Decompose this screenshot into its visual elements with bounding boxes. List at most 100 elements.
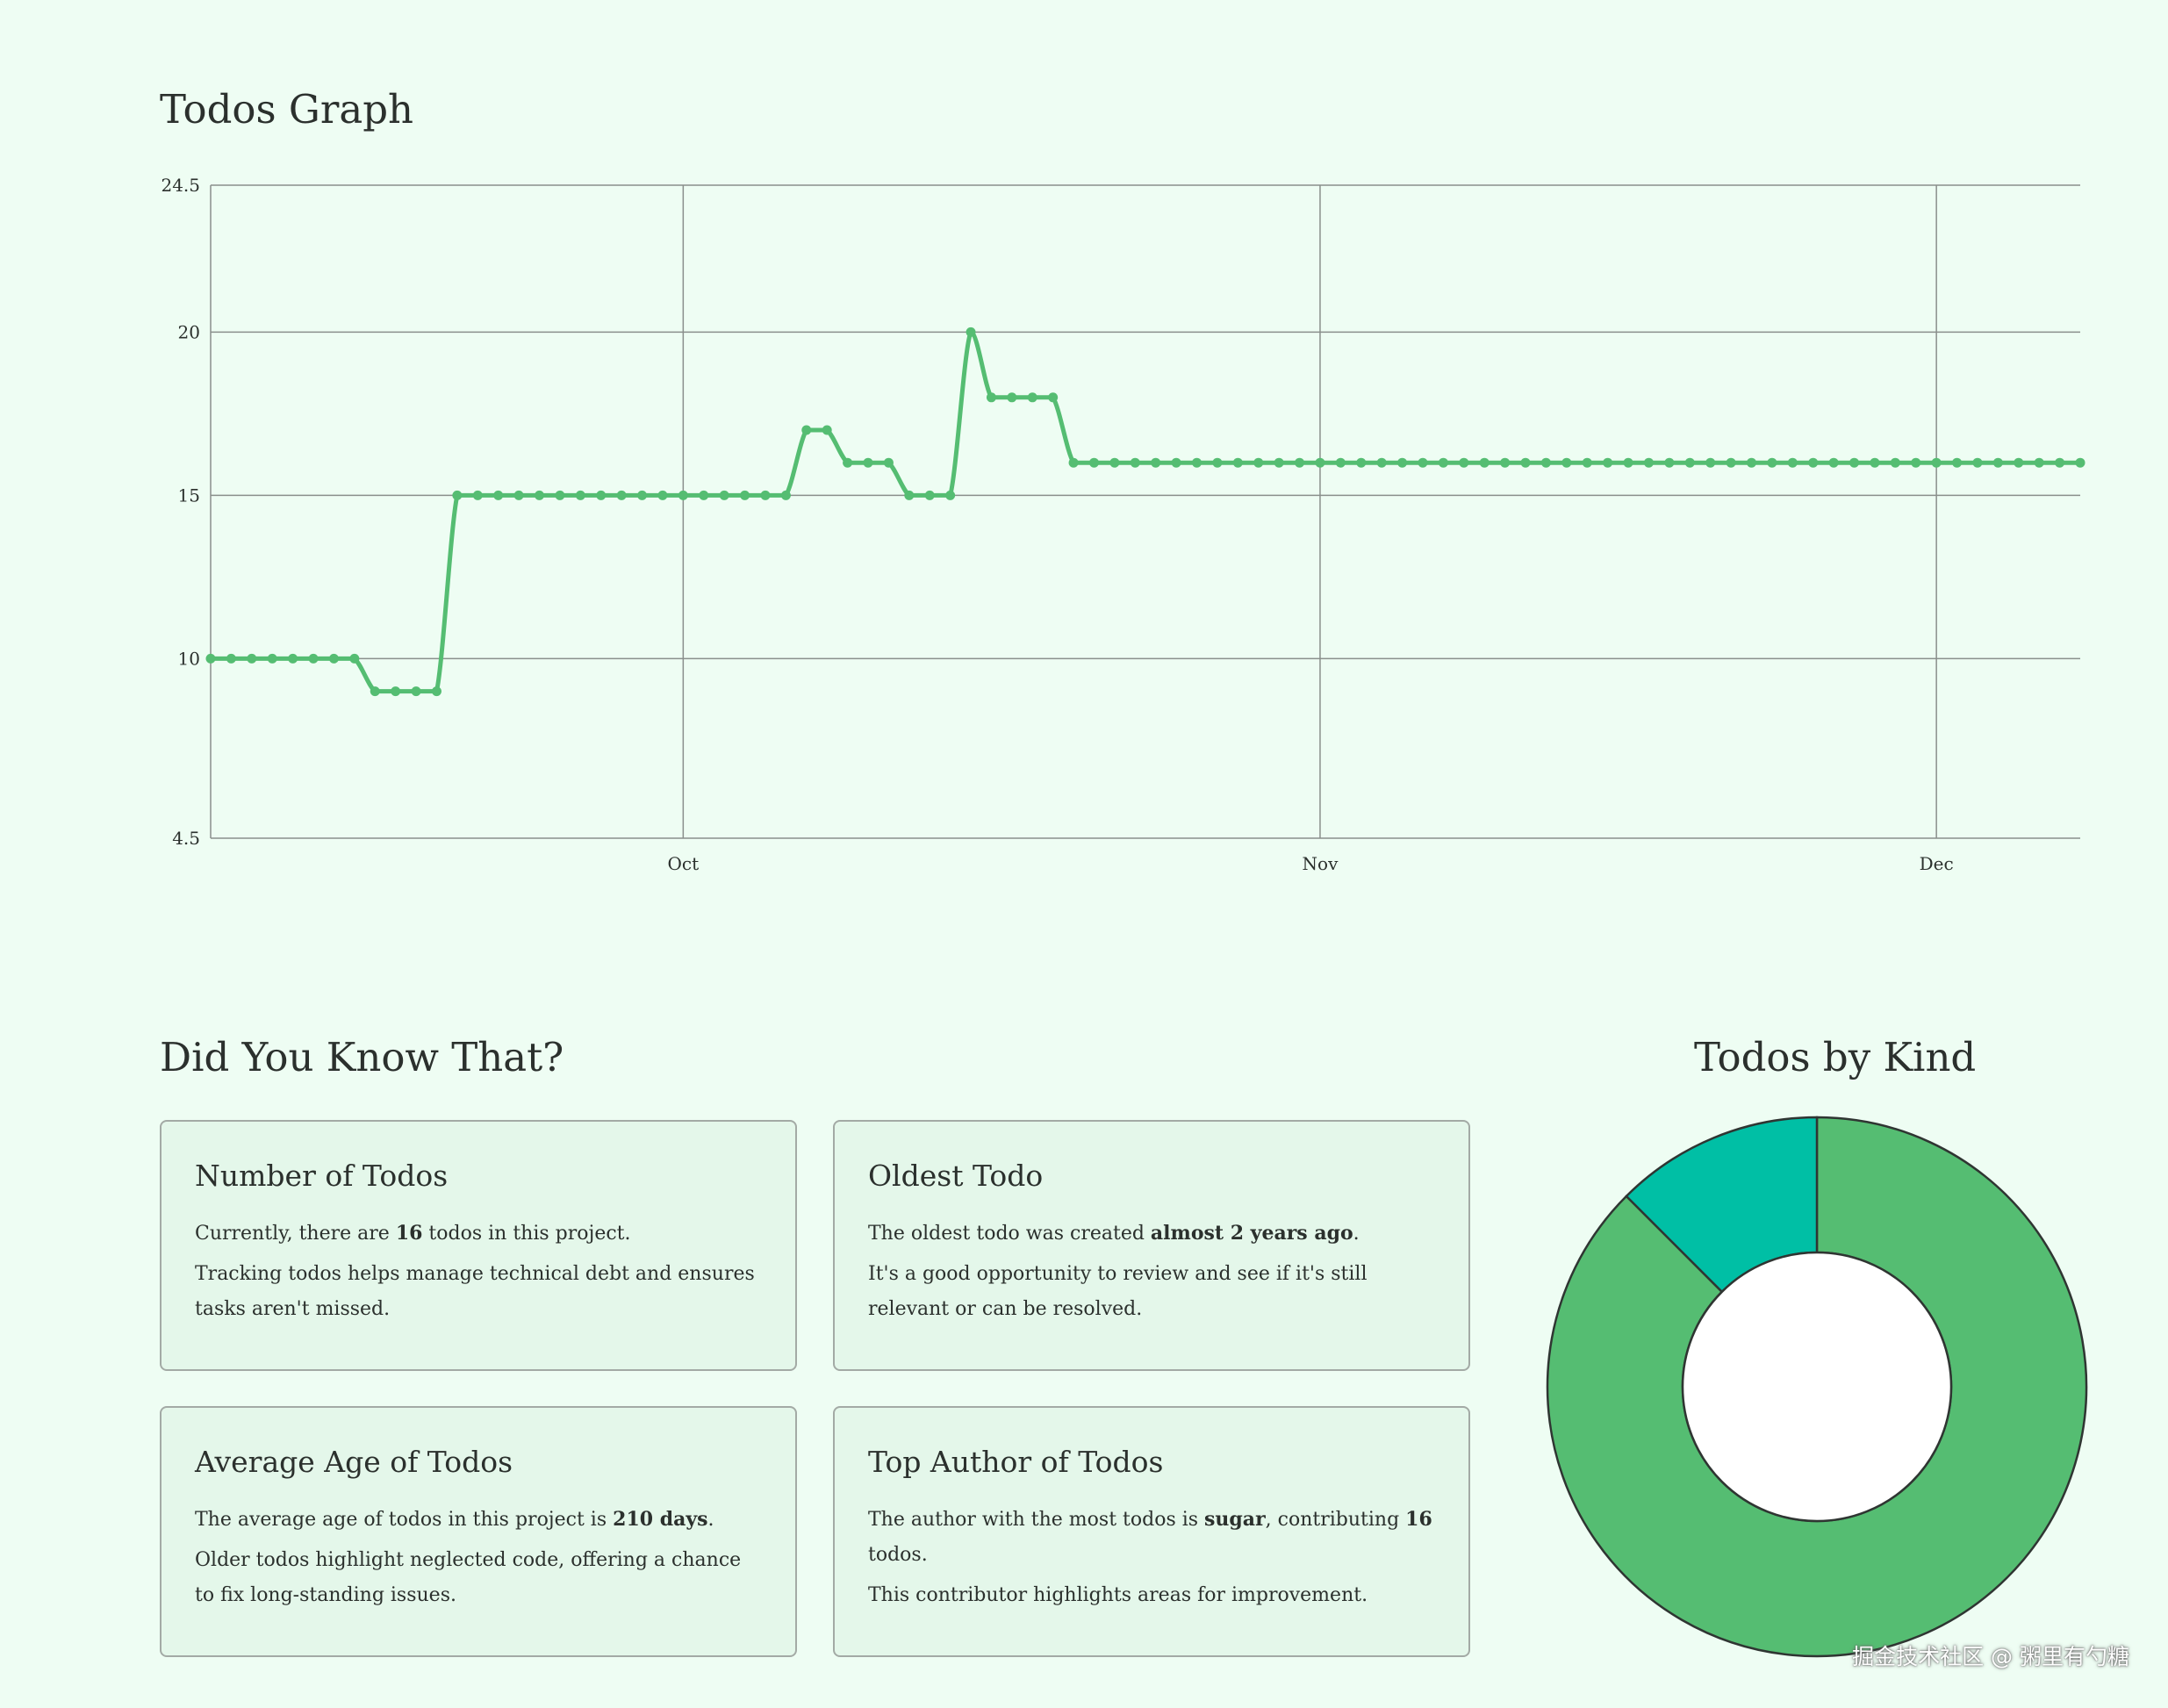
- y-tick-label: 15: [178, 484, 200, 506]
- data-point: [1376, 457, 1387, 468]
- data-point: [411, 686, 421, 697]
- chart-series: [205, 327, 2085, 697]
- card-top-author: Top Author of Todos The author with the …: [833, 1406, 1470, 1657]
- card-text: The author with the most todos is sugar,…: [868, 1508, 1432, 1566]
- data-point: [924, 490, 935, 500]
- card-title: Average Age of Todos: [195, 1445, 513, 1479]
- data-point: [1952, 457, 1963, 468]
- data-point: [1088, 457, 1099, 468]
- todos-line-chart: 4.5 10 15 20 24.5 Oct Nov Dec: [161, 175, 2085, 874]
- data-point: [1335, 457, 1346, 468]
- data-point: [1418, 457, 1428, 468]
- todos-by-kind-donut: [1546, 1116, 2088, 1658]
- card-subtext: It's a good opportunity to review and se…: [868, 1263, 1368, 1320]
- card-number-of-todos: Number of Todos Currently, there are 16 …: [160, 1120, 797, 1371]
- data-point: [1972, 457, 1983, 468]
- data-point: [843, 457, 853, 468]
- data-point: [1787, 457, 1798, 468]
- author-count: 16: [1405, 1508, 1432, 1531]
- data-point: [616, 490, 627, 500]
- data-point: [1500, 457, 1511, 468]
- data-point: [1992, 457, 2003, 468]
- data-point: [1479, 457, 1490, 468]
- oldest-age: almost 2 years ago: [1150, 1222, 1353, 1245]
- data-point: [1726, 457, 1736, 468]
- card-subtext: Older todos highlight neglected code, of…: [195, 1549, 742, 1606]
- donut-hole: [1681, 1251, 1953, 1523]
- data-point: [1684, 457, 1695, 468]
- data-point: [267, 653, 277, 664]
- data-point: [904, 490, 915, 500]
- data-point: [431, 686, 441, 697]
- data-point: [2014, 457, 2024, 468]
- data-point: [760, 490, 771, 500]
- data-point: [1808, 457, 1819, 468]
- data-point: [1438, 457, 1448, 468]
- data-point: [1274, 457, 1284, 468]
- data-point: [1540, 457, 1551, 468]
- data-point: [328, 653, 339, 664]
- data-point: [1603, 457, 1613, 468]
- data-point: [452, 490, 463, 500]
- data-point: [1767, 457, 1777, 468]
- data-point: [1048, 392, 1059, 403]
- data-point: [1911, 457, 1921, 468]
- data-point: [719, 490, 729, 500]
- card-average-age: Average Age of Todos The average age of …: [160, 1406, 797, 1657]
- y-tick-label: 4.5: [172, 828, 200, 849]
- data-point: [657, 490, 668, 500]
- did-you-know-title: Did You Know That?: [160, 1034, 564, 1080]
- data-point: [678, 490, 688, 500]
- todo-count: 16: [395, 1222, 423, 1245]
- data-point: [1623, 457, 1633, 468]
- data-point: [1232, 457, 1243, 468]
- data-point: [1130, 457, 1140, 468]
- data-point: [1315, 457, 1325, 468]
- data-point: [1561, 457, 1572, 468]
- y-tick-label: 10: [178, 648, 200, 669]
- card-text: Currently, there are 16 todos in this pr…: [195, 1222, 631, 1245]
- data-point: [1582, 457, 1592, 468]
- card-title: Oldest Todo: [868, 1159, 1044, 1193]
- average-age: 210 days: [613, 1508, 708, 1531]
- data-point: [226, 653, 236, 664]
- data-point: [1664, 457, 1675, 468]
- x-tick-label: Oct: [668, 853, 700, 874]
- data-point: [863, 457, 873, 468]
- watermark: 掘金技术社区 @ 粥里有勺糖: [1852, 1644, 2129, 1669]
- data-point: [699, 490, 709, 500]
- data-point: [513, 490, 524, 500]
- x-tick-label: Nov: [1303, 853, 1339, 874]
- y-tick-label: 20: [178, 321, 200, 342]
- data-point: [493, 490, 504, 500]
- data-point: [1109, 457, 1120, 468]
- data-point: [780, 490, 791, 500]
- data-point: [1890, 457, 1900, 468]
- data-point: [1151, 457, 1161, 468]
- card-text: The oldest todo was created almost 2 yea…: [868, 1222, 1360, 1245]
- data-point: [308, 653, 319, 664]
- data-point: [1212, 457, 1223, 468]
- data-point: [637, 490, 648, 500]
- data-point: [2075, 457, 2085, 468]
- card-text: The average age of todos in this project…: [195, 1508, 714, 1531]
- todos-by-kind-title: Todos by Kind: [1694, 1034, 1977, 1080]
- data-point: [472, 490, 483, 500]
- card-oldest-todo: Oldest Todo The oldest todo was created …: [833, 1120, 1470, 1371]
- data-point: [2034, 457, 2044, 468]
- card-title: Number of Todos: [195, 1159, 449, 1193]
- donut-slices: [1546, 1116, 2088, 1658]
- data-point: [1192, 457, 1202, 468]
- data-point: [740, 490, 750, 500]
- data-point: [1295, 457, 1305, 468]
- x-tick-label: Dec: [1920, 853, 1954, 874]
- data-point: [1746, 457, 1756, 468]
- card-title: Top Author of Todos: [868, 1445, 1164, 1479]
- data-point: [945, 490, 956, 500]
- data-point: [391, 686, 401, 697]
- data-point: [801, 425, 812, 435]
- data-point: [1643, 457, 1654, 468]
- data-point: [2055, 457, 2065, 468]
- data-point: [822, 425, 832, 435]
- data-point: [1253, 457, 1264, 468]
